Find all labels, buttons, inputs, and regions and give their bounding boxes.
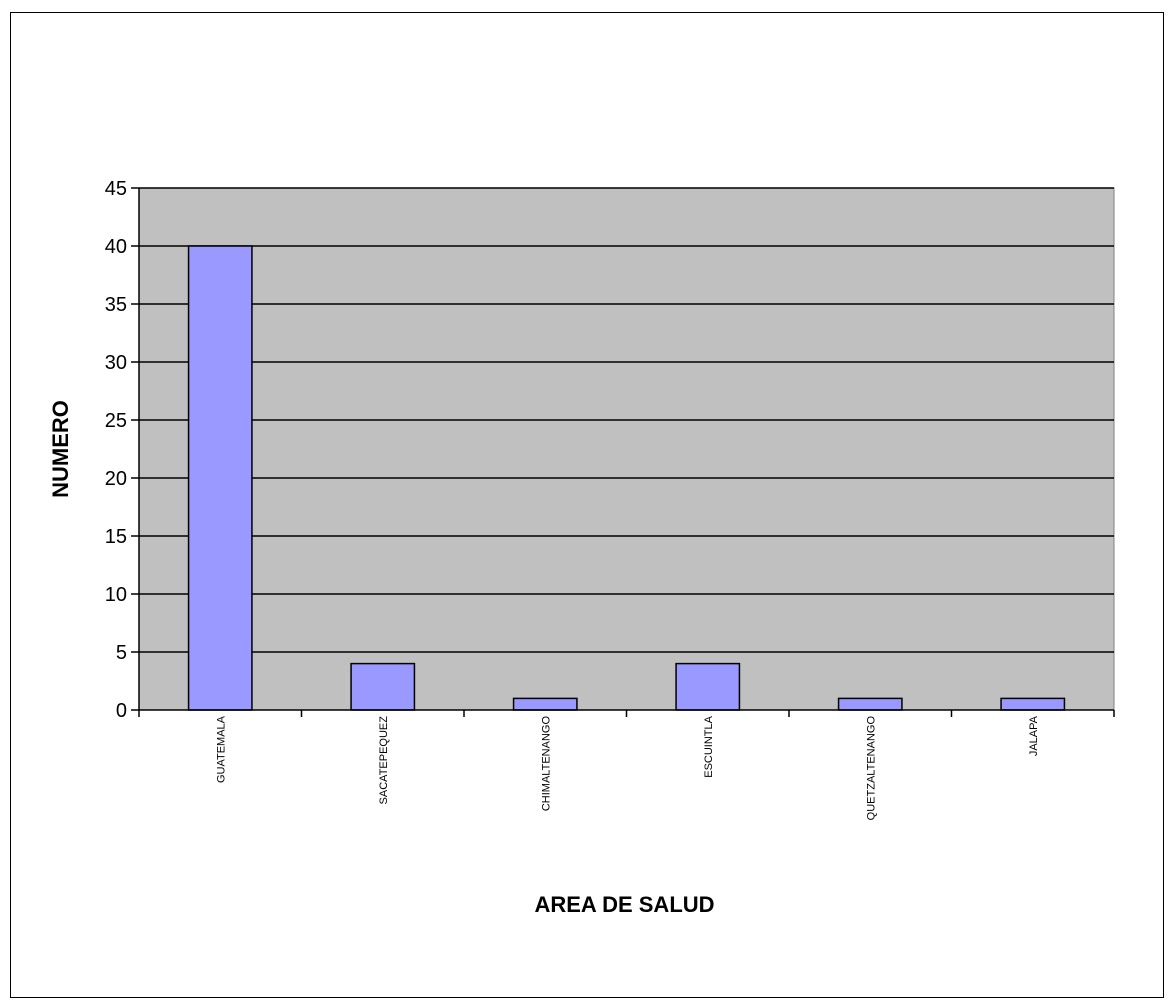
y-tick-label: 20: [105, 468, 127, 490]
axes: [131, 187, 1115, 717]
gridlines: [139, 187, 1114, 653]
y-tick-label: 5: [116, 642, 127, 664]
y-tick-label: 0: [116, 700, 127, 722]
bar-escuintla: [675, 662, 741, 711]
bar-quetzaltenango: [837, 697, 903, 711]
y-tick-labels: 0 5 10 15 20 25 30 35 40 45: [105, 178, 127, 722]
y-tick-label: 25: [105, 410, 127, 432]
y-tick-label: 45: [105, 178, 127, 200]
x-tick-labels: GUATEMALA SACATEPEQUEZ CHIMALTENANGO ESCUIN…: [215, 715, 1040, 820]
bar-guatemala: [187, 245, 253, 711]
bar-jalapa: [1000, 697, 1066, 711]
y-tick-label: 35: [105, 294, 127, 316]
y-tick-label: 15: [105, 526, 127, 548]
x-tick-label: ESCUINTLA: [703, 715, 715, 777]
x-tick-label: SACATEPEQUEZ: [378, 716, 390, 805]
y-axis-title: NUMERO: [48, 400, 73, 498]
x-tick-label: CHIMALTENANGO: [540, 716, 552, 812]
plot-area: [138, 187, 1115, 711]
x-tick-label: JALAPA: [1028, 715, 1040, 756]
x-axis-title: AREA DE SALUD: [534, 892, 714, 917]
y-tick-label: 10: [105, 584, 127, 606]
x-tick-label: GUATEMALA: [215, 715, 227, 783]
y-tick-label: 40: [105, 236, 127, 258]
bar-chimaltenango: [512, 697, 578, 711]
x-tick-label: QUETZALTENANGO: [865, 716, 877, 821]
bar-sacatepequez: [350, 662, 416, 711]
y-tick-label: 30: [105, 352, 127, 374]
